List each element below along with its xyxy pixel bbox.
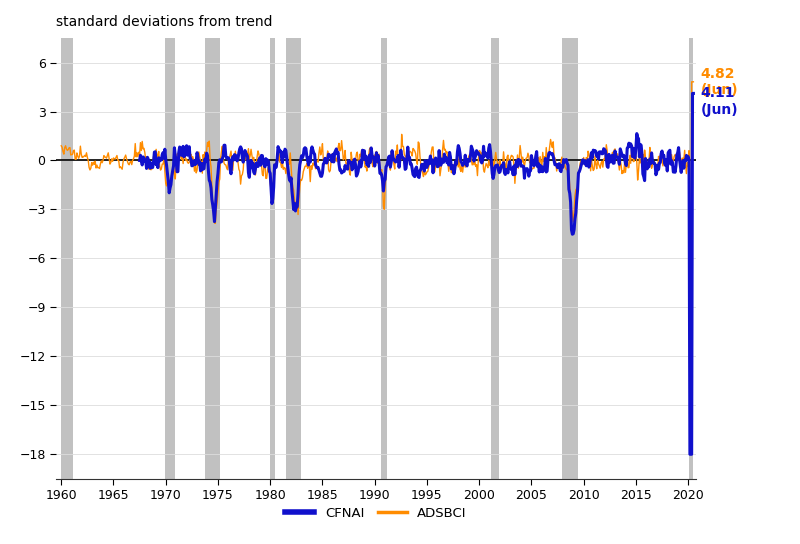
Bar (165, 38, 175, 479)
CFNAI (373, 158, 382, 164)
Bar (491, 38, 499, 479)
Bar (205, 38, 220, 479)
ADSBCI (659, 156, 669, 162)
Line: ADSBCI: ADSBCI (62, 82, 694, 438)
CFNAI (689, 90, 698, 97)
Bar (562, 38, 578, 479)
Line: CFNAI: CFNAI (139, 94, 694, 454)
CFNAI (685, 451, 694, 458)
Bar (270, 38, 275, 479)
ADSBCI (687, 78, 697, 85)
Bar (286, 38, 301, 479)
Bar (381, 38, 387, 479)
CFNAI (182, 152, 192, 158)
Legend: CFNAI, ADSBCI: CFNAI, ADSBCI (280, 502, 472, 525)
Bar (62, 38, 74, 479)
Bar (689, 38, 694, 479)
ADSBCI (685, 435, 694, 441)
CFNAI (134, 157, 144, 164)
CFNAI (539, 166, 549, 172)
Text: 4.11
(Jun): 4.11 (Jun) (700, 86, 738, 116)
CFNAI (573, 187, 582, 194)
ADSBCI (689, 78, 698, 85)
Text: standard deviations from trend: standard deviations from trend (56, 15, 273, 29)
ADSBCI (527, 166, 537, 172)
CFNAI (266, 186, 276, 193)
Text: 4.82
(Jun): 4.82 (Jun) (700, 67, 738, 97)
CFNAI (688, 90, 698, 97)
ADSBCI (57, 143, 66, 149)
ADSBCI (520, 163, 530, 169)
ADSBCI (209, 212, 218, 218)
CFNAI (313, 165, 322, 171)
ADSBCI (678, 155, 687, 162)
ADSBCI (108, 158, 118, 165)
